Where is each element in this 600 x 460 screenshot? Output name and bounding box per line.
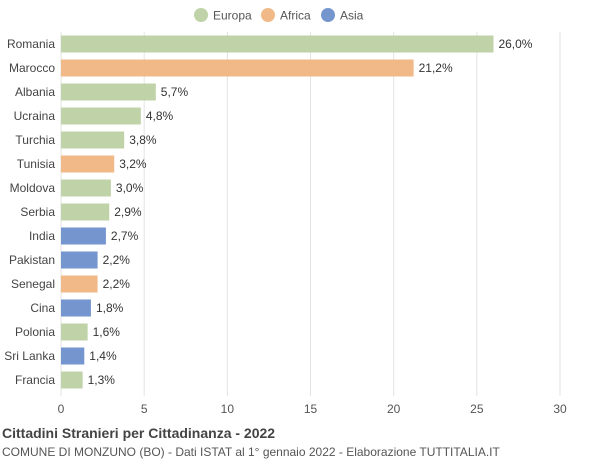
legend-swatch-asia — [321, 8, 335, 22]
legend-label-africa: Africa — [280, 9, 311, 23]
category-label-albania: Albania — [15, 85, 55, 99]
category-label-india: India — [29, 229, 55, 243]
category-label-marocco: Marocco — [9, 61, 55, 75]
bar-sri-lanka — [61, 347, 85, 365]
category-label-senegal: Senegal — [11, 277, 55, 291]
value-labels: 26,0% 21,2% 5,7% 4,8% 3,8% 3,2% 3,0% 2,9% 2,7% 2,… — [88, 37, 533, 387]
value-label-pakistan: 2,2% — [103, 253, 131, 267]
value-label-india: 2,7% — [111, 229, 139, 243]
bar-marocco — [61, 59, 414, 77]
x-axis-ticks: 0 5 10 15 20 25 30 — [58, 402, 567, 416]
category-label-serbia: Serbia — [20, 205, 55, 219]
bar-pakistan — [61, 251, 98, 269]
value-label-sri-lanka: 1,4% — [89, 349, 117, 363]
category-label-sri-lanka: Sri Lanka — [4, 349, 55, 363]
x-tick-label: 15 — [304, 402, 318, 416]
value-label-francia: 1,3% — [88, 373, 116, 387]
category-label-cina: Cina — [30, 301, 55, 315]
bar-francia — [61, 371, 83, 389]
category-label-turchia: Turchia — [15, 133, 55, 147]
x-tick-label: 10 — [221, 402, 235, 416]
x-tick-label: 25 — [470, 402, 484, 416]
bar-ucraina — [61, 107, 141, 125]
value-label-ucraina: 4,8% — [146, 109, 174, 123]
legend-label-asia: Asia — [340, 9, 364, 23]
category-label-ucraina: Ucraina — [14, 109, 56, 123]
bar-senegal — [61, 275, 98, 293]
x-tick-label: 20 — [387, 402, 401, 416]
value-label-polonia: 1,6% — [93, 325, 121, 339]
chart-title: Cittadini Stranieri per Cittadinanza - 2… — [2, 425, 276, 441]
bar-turchia — [61, 131, 125, 149]
category-label-polonia: Polonia — [15, 325, 55, 339]
category-label-romania: Romania — [7, 37, 55, 51]
bar-tunisia — [61, 155, 115, 173]
value-label-albania: 5,7% — [161, 85, 189, 99]
value-label-senegal: 2,2% — [103, 277, 131, 291]
bar-romania — [61, 35, 494, 53]
chart: Europa Africa Asia Romania Marocco Albania Uc… — [4, 8, 567, 416]
x-tick-label: 0 — [58, 402, 65, 416]
legend-swatch-europa — [194, 8, 208, 22]
category-label-tunisia: Tunisia — [17, 157, 56, 171]
value-label-serbia: 2,9% — [114, 205, 142, 219]
value-label-turchia: 3,8% — [129, 133, 157, 147]
bar-moldova — [61, 179, 111, 197]
value-label-romania: 26,0% — [498, 37, 532, 51]
bar-india — [61, 227, 106, 245]
value-label-moldova: 3,0% — [116, 181, 144, 195]
bar-serbia — [61, 203, 110, 221]
x-tick-label: 5 — [141, 402, 148, 416]
category-label-francia: Francia — [15, 373, 55, 387]
legend-label-europa: Europa — [213, 9, 252, 23]
category-labels: Romania Marocco Albania Ucraina Turchia Tunis… — [4, 37, 55, 387]
chart-subtitle: COMUNE DI MONZUNO (BO) - Dati ISTAT al 1… — [2, 445, 500, 459]
value-label-marocco: 21,2% — [419, 61, 453, 75]
bar-polonia — [61, 323, 88, 341]
bars — [61, 35, 494, 389]
bar-cina — [61, 299, 91, 317]
bar-albania — [61, 83, 156, 101]
chart-legend: Europa Africa Asia — [194, 8, 364, 23]
category-label-pakistan: Pakistan — [9, 253, 55, 267]
value-label-tunisia: 3,2% — [119, 157, 147, 171]
category-label-moldova: Moldova — [10, 181, 56, 195]
value-label-cina: 1,8% — [96, 301, 124, 315]
legend-swatch-africa — [261, 8, 275, 22]
x-tick-label: 30 — [553, 402, 567, 416]
